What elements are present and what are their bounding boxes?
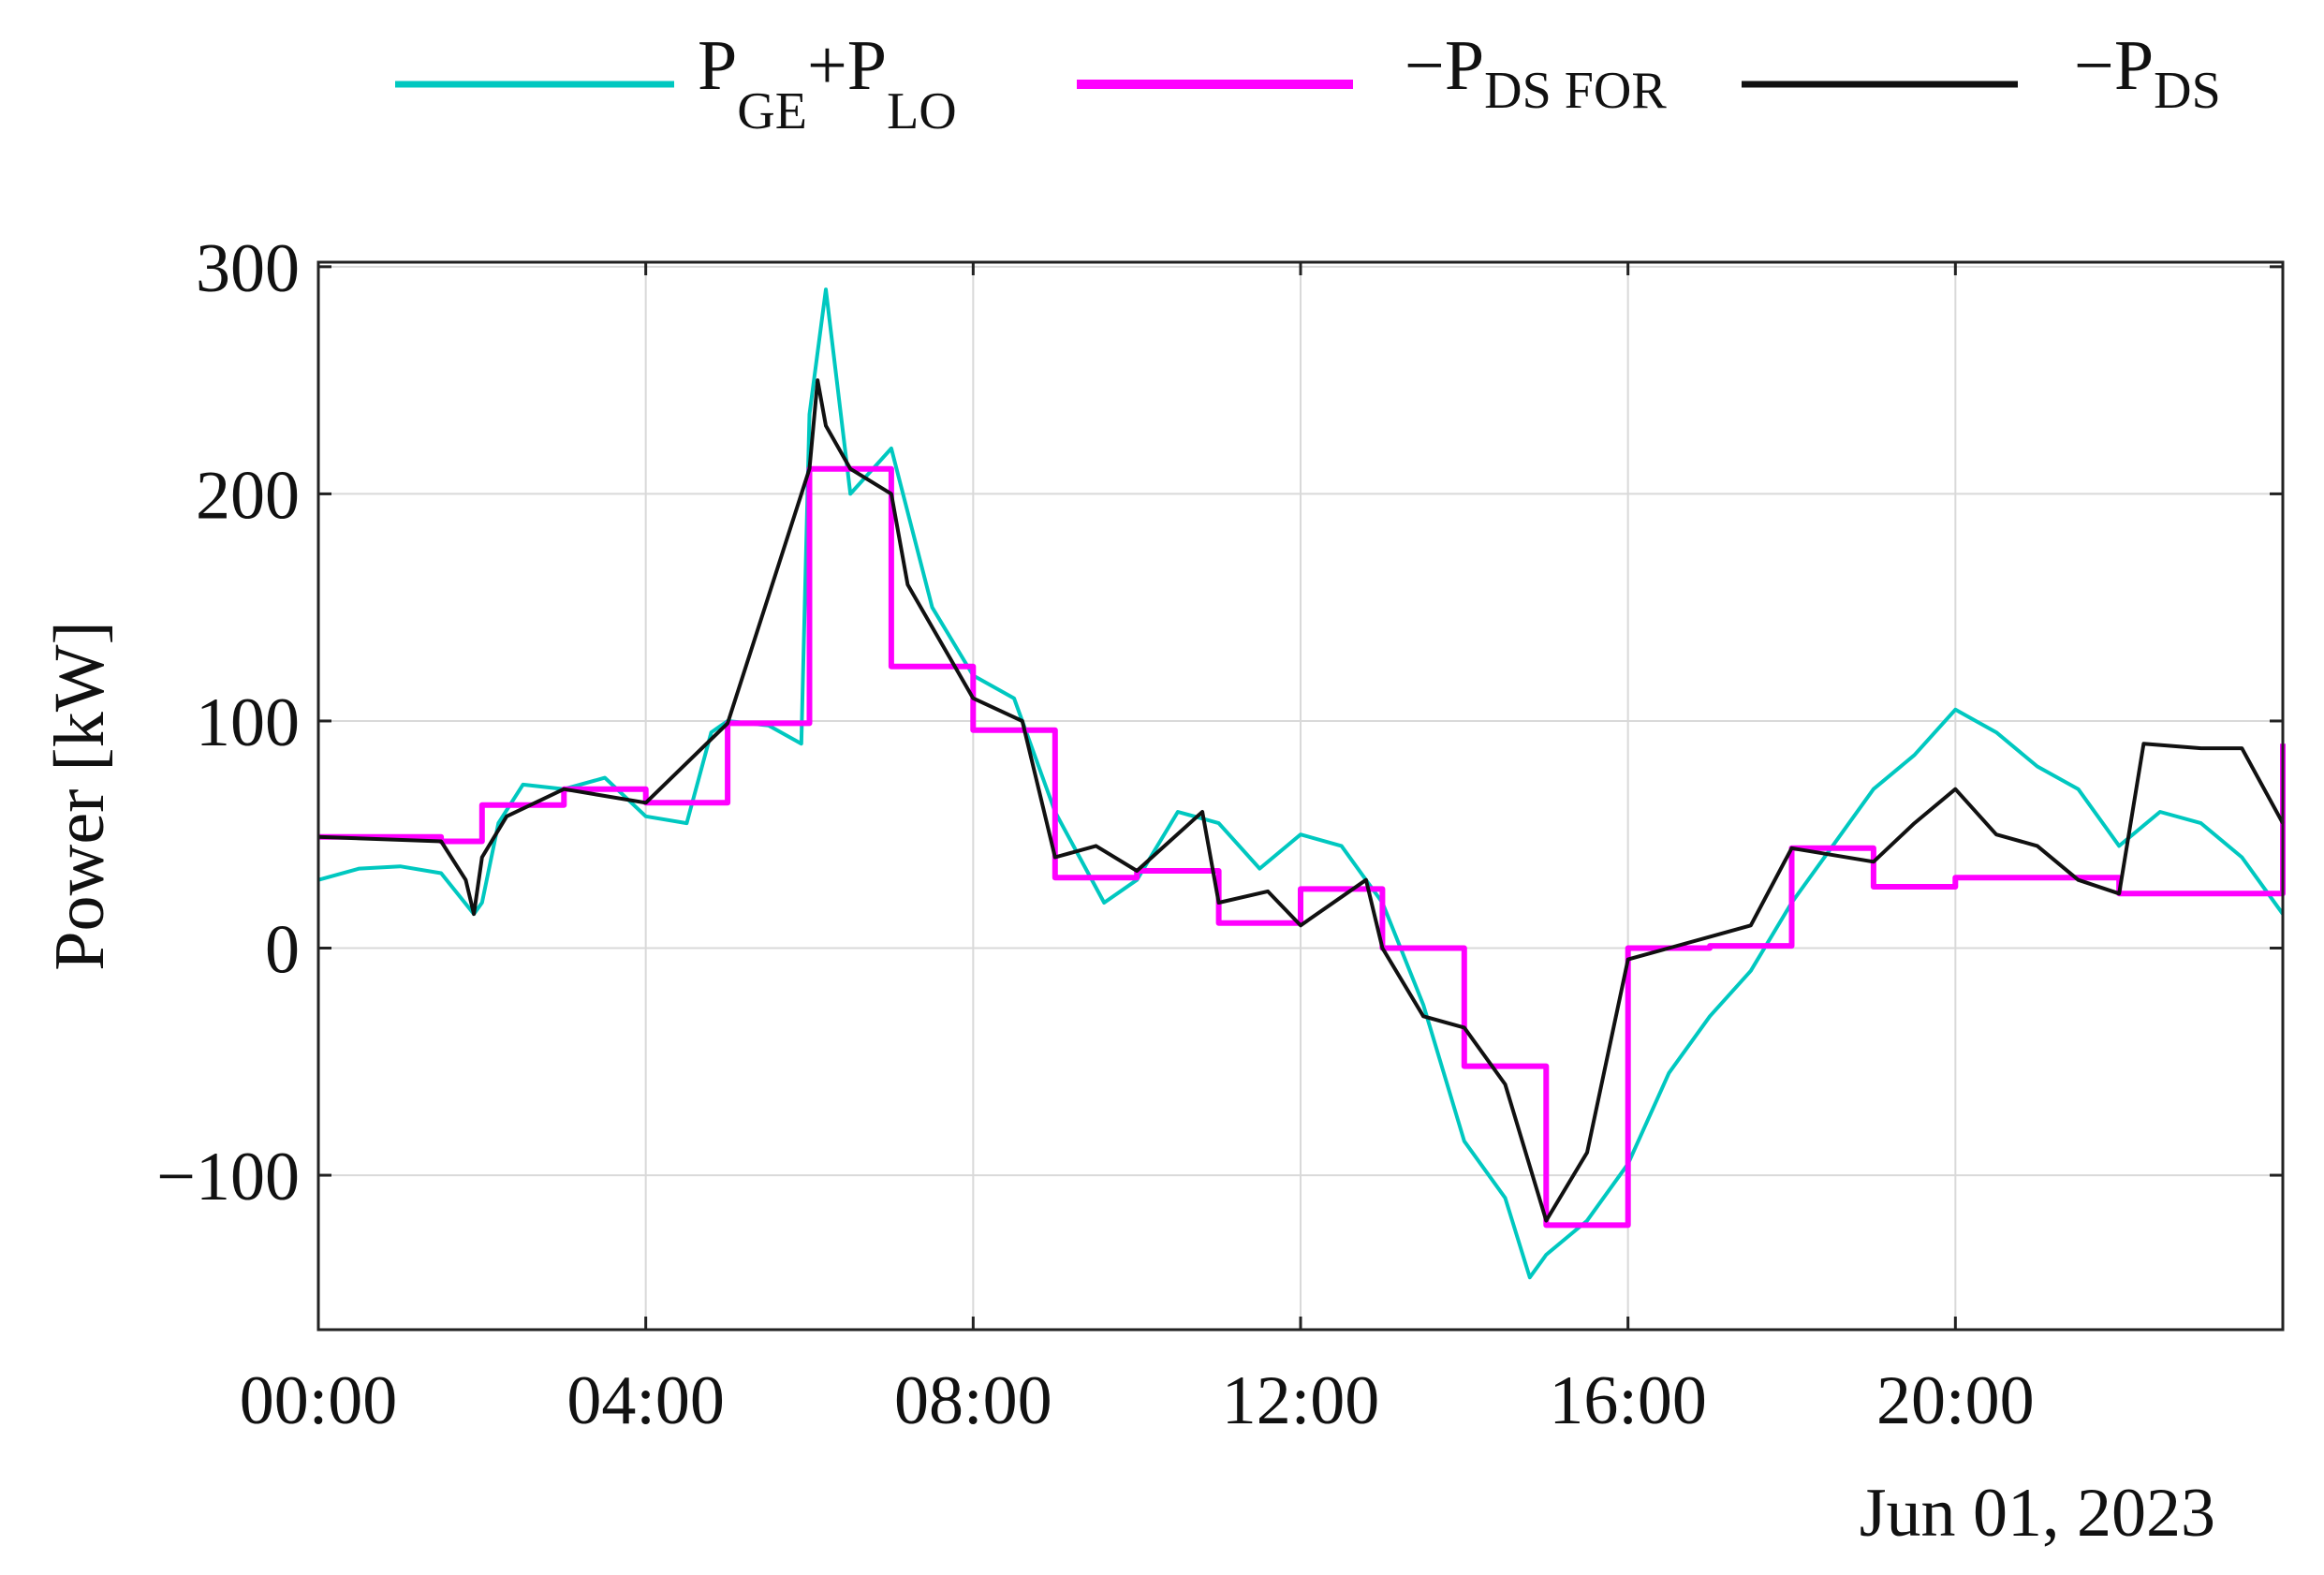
y-tick-label: 100 bbox=[196, 684, 300, 761]
legend-label-pds: −PDS bbox=[2074, 26, 2221, 120]
y-tick-label: 0 bbox=[265, 912, 300, 989]
y-tick-label: 300 bbox=[196, 230, 300, 307]
axis-ticks: 00:00 04:00 08:00 12:00 16:00 20:00 −100 0 100 20… bbox=[156, 230, 2283, 1439]
x-tick-label: 16:00 bbox=[1549, 1362, 1707, 1439]
y-tick-label: 200 bbox=[196, 457, 300, 534]
x-tick-label: 00:00 bbox=[240, 1362, 398, 1439]
x-tick-label: 08:00 bbox=[894, 1362, 1052, 1439]
series-lines bbox=[317, 287, 2286, 1280]
date-label: Jun 01, 2023 bbox=[1860, 1475, 2215, 1552]
series-line-pds-for bbox=[318, 465, 2286, 1229]
legend: PGE+PLO −PDS FOR −PDS bbox=[395, 26, 2221, 140]
x-tick-label: 20:00 bbox=[1876, 1362, 2035, 1439]
x-tick-label: 12:00 bbox=[1222, 1362, 1380, 1439]
series-line-pds bbox=[317, 378, 2285, 1223]
y-axis-label: Power [kW] bbox=[40, 621, 119, 971]
x-tick-label: 04:00 bbox=[566, 1362, 725, 1439]
legend-label-pge-plo: PGE+PLO bbox=[698, 26, 957, 140]
legend-label-pds-for: −PDS FOR bbox=[1405, 26, 1667, 120]
y-tick-label: −100 bbox=[156, 1139, 300, 1215]
